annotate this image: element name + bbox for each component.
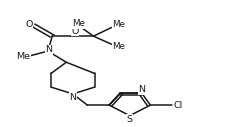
Text: Me: Me xyxy=(112,42,125,51)
Text: O: O xyxy=(25,20,33,29)
Text: Cl: Cl xyxy=(174,101,183,110)
Text: S: S xyxy=(127,115,133,124)
Text: Me: Me xyxy=(16,52,30,61)
Text: Me: Me xyxy=(112,20,125,29)
Text: O: O xyxy=(72,27,79,36)
Text: N: N xyxy=(138,85,145,94)
Text: N: N xyxy=(46,45,53,54)
Text: Me: Me xyxy=(73,19,85,28)
Text: N: N xyxy=(69,93,76,102)
